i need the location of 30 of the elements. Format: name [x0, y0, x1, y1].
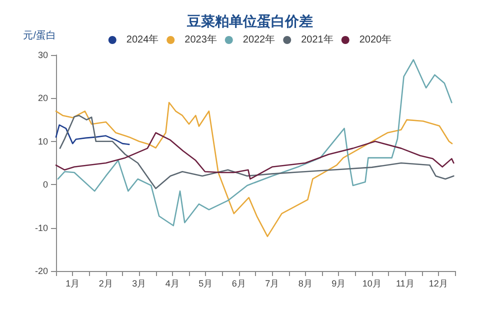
line-series	[55, 124, 130, 146]
legend-label: 2022年	[242, 34, 276, 46]
line-series	[55, 132, 454, 180]
chart-title: 豆菜粕单位蛋白价差	[186, 14, 313, 30]
legend-label: 2024年	[126, 34, 159, 46]
y-tick-label: 10	[38, 136, 48, 146]
x-tick-label: 9月	[332, 278, 346, 288]
x-tick-label: 7月	[265, 278, 280, 288]
legend-label: 2023年	[184, 34, 217, 46]
x-tick-label: 10月	[362, 278, 382, 288]
x-tick-label: 3月	[132, 278, 146, 288]
y-tick-label: 30	[38, 50, 48, 60]
x-tick-label: 4月	[165, 278, 180, 288]
y-tick-label: -20	[34, 266, 48, 276]
y-tick-label: 20	[38, 93, 48, 104]
y-tick-label: -10	[34, 222, 48, 233]
x-tick-label: 6月	[232, 278, 246, 288]
legend-label: 2021年	[301, 34, 334, 46]
x-tick-label: 11月	[396, 278, 414, 288]
y-tick-label: 0	[42, 180, 48, 190]
line-series	[57, 59, 452, 226]
x-tick-label: 8月	[298, 278, 312, 288]
line-series	[59, 114, 454, 190]
y-axis-title: 元/蛋白	[23, 30, 56, 42]
x-tick-label: 1月	[66, 278, 80, 288]
x-tick-label: 12月	[428, 278, 448, 288]
legend-label: 2020年	[359, 34, 392, 46]
x-tick-label: 5月	[198, 278, 213, 288]
x-tick-label: 2月	[98, 278, 113, 288]
line-series	[55, 102, 453, 238]
